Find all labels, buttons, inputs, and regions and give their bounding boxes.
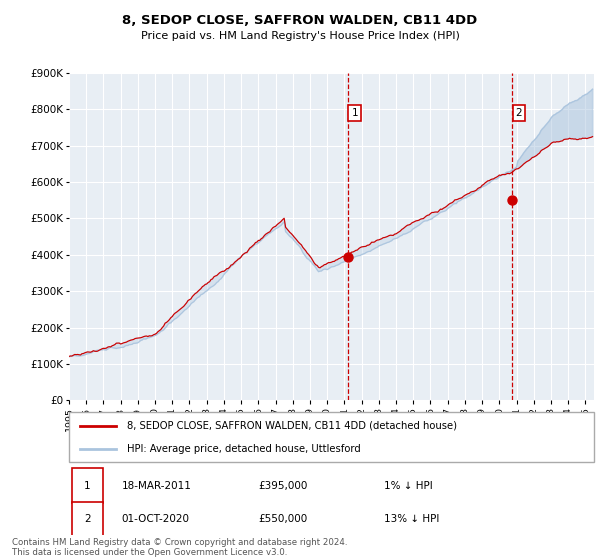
Text: 18-MAR-2011: 18-MAR-2011 — [121, 481, 191, 491]
Text: Contains HM Land Registry data © Crown copyright and database right 2024.
This d: Contains HM Land Registry data © Crown c… — [12, 538, 347, 557]
FancyBboxPatch shape — [69, 412, 594, 462]
Text: 1: 1 — [352, 108, 358, 118]
Text: 8, SEDOP CLOSE, SAFFRON WALDEN, CB11 4DD (detached house): 8, SEDOP CLOSE, SAFFRON WALDEN, CB11 4DD… — [127, 421, 457, 431]
FancyBboxPatch shape — [71, 502, 103, 537]
Text: Price paid vs. HM Land Registry's House Price Index (HPI): Price paid vs. HM Land Registry's House … — [140, 31, 460, 41]
Text: 2: 2 — [84, 515, 91, 524]
Text: £395,000: £395,000 — [258, 481, 307, 491]
Text: 01-OCT-2020: 01-OCT-2020 — [121, 515, 190, 524]
FancyBboxPatch shape — [71, 468, 103, 503]
Text: 1: 1 — [84, 481, 91, 491]
Text: 13% ↓ HPI: 13% ↓ HPI — [384, 515, 439, 524]
Text: 1% ↓ HPI: 1% ↓ HPI — [384, 481, 433, 491]
Text: 8, SEDOP CLOSE, SAFFRON WALDEN, CB11 4DD: 8, SEDOP CLOSE, SAFFRON WALDEN, CB11 4DD — [122, 14, 478, 27]
Text: £550,000: £550,000 — [258, 515, 307, 524]
Text: 2: 2 — [515, 108, 523, 118]
Text: HPI: Average price, detached house, Uttlesford: HPI: Average price, detached house, Uttl… — [127, 445, 361, 454]
